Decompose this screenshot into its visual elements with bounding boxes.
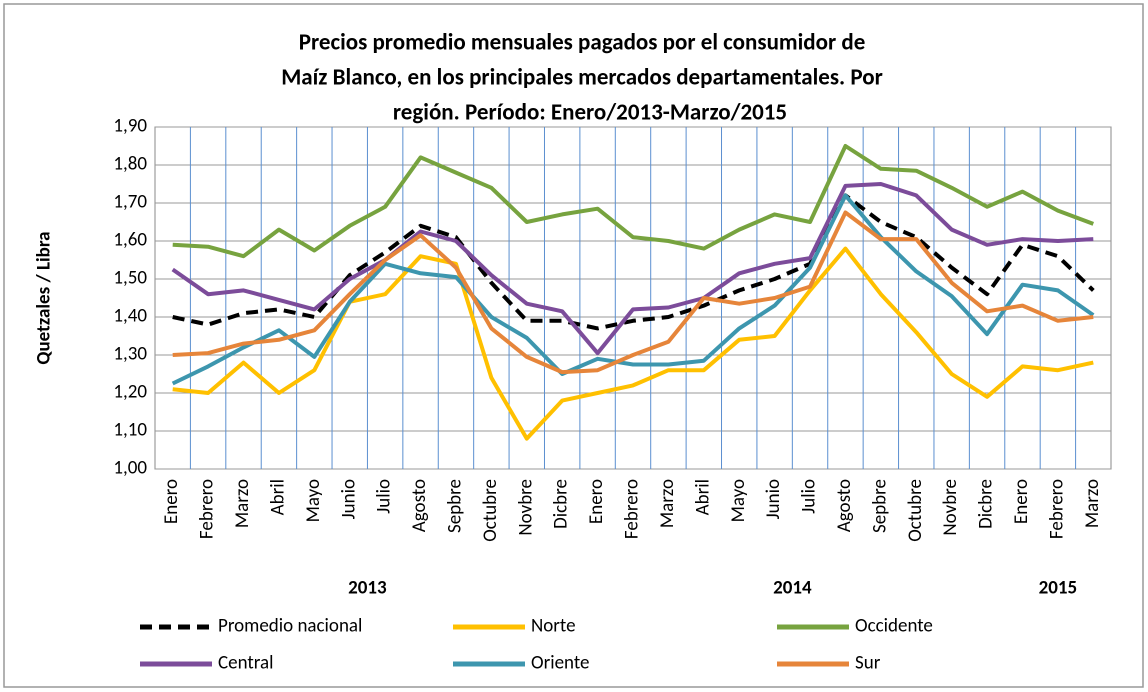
x-tick-label: Agosto <box>833 479 856 532</box>
chart-title: Maíz Blanco, en los principales mercados… <box>281 64 883 92</box>
x-tick-label: Abril <box>691 479 714 515</box>
x-tick-label: Julio <box>798 479 821 514</box>
x-tick-label: Febrero <box>1045 479 1068 539</box>
y-tick-label: 1,40 <box>113 305 147 328</box>
x-tick-label: Sepbre <box>868 479 891 533</box>
x-tick-label: Enero <box>160 479 183 524</box>
legend-label: Central <box>218 652 273 675</box>
x-tick-label: Febrero <box>196 479 219 539</box>
series-line <box>172 144 1094 259</box>
legend-label: Promedio nacional <box>218 615 362 638</box>
y-tick-label: 1,90 <box>113 115 147 138</box>
x-group-label: 2014 <box>773 577 812 600</box>
y-tick-label: 1,80 <box>113 153 147 176</box>
x-tick-label: Mayo <box>727 479 750 522</box>
series-line <box>172 246 1094 441</box>
x-tick-label: Abril <box>266 479 289 515</box>
y-tick-label: 1,30 <box>113 343 147 366</box>
x-tick-label: Marzo <box>1081 479 1104 528</box>
chart-title: Precios promedio mensuales pagados por e… <box>299 29 866 57</box>
x-tick-label: Julio <box>373 479 396 514</box>
x-tick-label: Enero <box>585 479 608 524</box>
legend-label: Sur <box>855 652 881 675</box>
x-tick-label: Octubre <box>904 479 927 542</box>
series-line <box>172 193 1095 331</box>
x-tick-label: Octubre <box>479 479 502 542</box>
x-tick-label: Enero <box>1010 479 1033 524</box>
legend-label: Oriente <box>531 652 589 675</box>
series-line <box>171 193 1095 386</box>
x-group-label: 2013 <box>348 577 387 600</box>
y-tick-label: 1,20 <box>113 381 147 404</box>
y-axis-label: Quetzales / Libra <box>33 231 56 364</box>
y-tick-label: 1,60 <box>113 229 147 252</box>
x-tick-label: Mayo <box>302 479 325 522</box>
series-line <box>172 210 1094 375</box>
y-tick-label: 1,00 <box>113 457 147 480</box>
x-tick-label: Marzo <box>231 479 254 528</box>
legend-label: Occidente <box>855 615 933 638</box>
x-tick-label: Febrero <box>621 479 644 539</box>
x-tick-label: Dicbre <box>975 479 998 529</box>
y-tick-label: 1,50 <box>113 267 147 290</box>
x-group-label: 2015 <box>1039 577 1078 600</box>
series-line <box>171 182 1094 356</box>
x-tick-label: Junio <box>762 479 785 519</box>
y-tick-label: 1,10 <box>113 419 147 442</box>
chart-title: región. Período: Enero/2013-Marzo/2015 <box>393 99 787 127</box>
x-tick-label: Dicbre <box>550 479 573 529</box>
x-tick-label: Marzo <box>656 479 679 528</box>
x-tick-label: Novbre <box>514 479 537 536</box>
x-tick-label: Agosto <box>408 479 431 532</box>
y-tick-label: 1,70 <box>113 191 147 214</box>
x-tick-label: Sepbre <box>443 479 466 533</box>
x-tick-label: Junio <box>337 479 360 519</box>
x-tick-label: Novbre <box>939 479 962 536</box>
legend-label: Norte <box>531 615 576 638</box>
